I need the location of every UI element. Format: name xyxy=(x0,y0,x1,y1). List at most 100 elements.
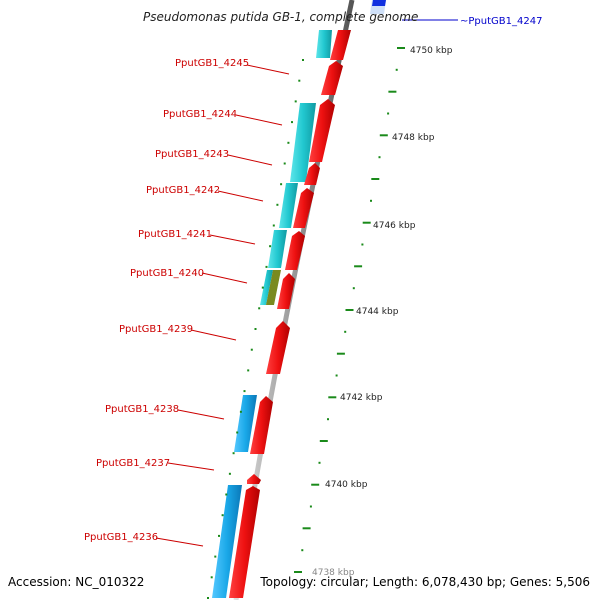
leader-line xyxy=(167,462,215,471)
gene-arrow xyxy=(321,61,343,95)
inner-tick xyxy=(243,390,246,393)
accession-text: Accession: NC_010322 xyxy=(8,575,144,589)
label-leaders xyxy=(155,19,458,547)
inner-tick xyxy=(225,493,228,496)
kbp-label: 4742 kbp xyxy=(340,393,383,403)
gene-arrow xyxy=(266,321,290,374)
inner-tick xyxy=(239,410,242,413)
inner-tick xyxy=(265,265,268,268)
inner-tick xyxy=(210,576,213,579)
forward-gene-track xyxy=(229,30,351,598)
leader-line xyxy=(246,64,290,75)
scale-tick xyxy=(378,156,381,159)
scale-tick xyxy=(379,134,388,137)
gene-arrow xyxy=(277,273,295,309)
gene-label[interactable]: PputGB1_4243 xyxy=(155,149,229,160)
scale-tick xyxy=(397,47,405,49)
scale-tick xyxy=(318,461,321,464)
scale-tick xyxy=(352,287,355,290)
gene-label[interactable]: ~PputGB1_4247 xyxy=(460,16,542,27)
map-title: Pseudomonas putida GB-1, complete genome xyxy=(143,10,418,24)
reverse-cds-block xyxy=(290,103,316,182)
gene-label[interactable]: PputGB1_4242 xyxy=(146,185,220,196)
inner-tick xyxy=(228,472,231,475)
gene-arrow-top-blue xyxy=(372,0,386,6)
gene-label[interactable]: PputGB1_4239 xyxy=(119,324,193,335)
gene-label[interactable]: PputGB1_4238 xyxy=(105,404,179,415)
gene-arrow xyxy=(293,188,314,228)
scale-tick xyxy=(327,418,329,421)
gene-arrow xyxy=(250,396,273,454)
reverse-cds-block xyxy=(279,183,298,228)
gene-arrow xyxy=(229,486,260,598)
scale-tick xyxy=(311,483,320,486)
reverse-cds-track xyxy=(212,30,332,598)
inner-tick xyxy=(302,59,304,61)
scale-tick xyxy=(328,396,337,399)
leader-line xyxy=(201,272,248,284)
inner-tick xyxy=(254,328,257,330)
reverse-cds-block-blue xyxy=(234,395,257,452)
kbp-label: 4740 kbp xyxy=(325,480,368,490)
scale-tick xyxy=(354,265,363,268)
reverse-cds-block xyxy=(260,270,273,305)
gene-arrow xyxy=(247,474,261,484)
scale-tick xyxy=(395,68,398,71)
scale-tick xyxy=(370,199,372,202)
scale-tick-track xyxy=(294,47,405,573)
inner-tick xyxy=(276,203,279,206)
inner-tick xyxy=(250,348,253,351)
scale-tick xyxy=(336,352,345,355)
inner-tick xyxy=(258,307,261,310)
gene-arrow xyxy=(309,99,335,162)
inner-tick xyxy=(236,431,239,434)
gene-label[interactable]: PputGB1_4241 xyxy=(138,229,212,240)
inner-tick xyxy=(214,555,217,558)
reverse-cds-block xyxy=(316,30,332,58)
scale-tick xyxy=(294,571,302,573)
scale-tick xyxy=(302,527,311,530)
gene-arrow xyxy=(285,231,305,270)
reverse-cds-block xyxy=(268,230,287,268)
inner-tick xyxy=(218,534,220,537)
inner-tick xyxy=(280,183,283,186)
reverse-cds-block-blue xyxy=(212,485,242,598)
reverse-cds-block-mixed xyxy=(266,270,281,305)
leader-line xyxy=(235,114,283,126)
scale-tick xyxy=(371,178,380,180)
inner-tick xyxy=(298,79,301,82)
leader-line xyxy=(209,234,256,245)
inner-tick xyxy=(232,452,235,455)
topology-text: Topology: circular; Length: 6,078,430 bp… xyxy=(259,575,590,589)
inner-tick xyxy=(247,369,250,372)
scale-tick xyxy=(335,374,338,377)
scale-tick xyxy=(345,309,354,311)
scale-tick xyxy=(387,112,390,115)
gene-label[interactable]: PputGB1_4240 xyxy=(130,268,204,279)
kbp-label: 4750 kbp xyxy=(410,46,453,56)
scale-tick xyxy=(361,243,364,246)
gene-label[interactable]: PputGB1_4237 xyxy=(96,458,170,469)
scale-tick xyxy=(388,90,397,93)
leader-line xyxy=(217,190,264,202)
gene-label[interactable]: PputGB1_4236 xyxy=(84,532,158,543)
kbp-label: 4748 kbp xyxy=(392,133,435,143)
inner-tick xyxy=(272,224,275,227)
inner-tick xyxy=(287,141,290,144)
scale-tick xyxy=(301,549,304,552)
scale-tick xyxy=(344,330,347,333)
inner-tick xyxy=(294,100,297,103)
gene-label[interactable]: PputGB1_4244 xyxy=(163,109,237,120)
inner-tick xyxy=(207,597,209,599)
inner-tick xyxy=(221,514,224,517)
scale-tick xyxy=(309,505,312,508)
leader-line xyxy=(190,329,237,341)
inner-tick xyxy=(291,121,293,124)
leader-line xyxy=(227,154,273,166)
inner-tick-track xyxy=(207,59,304,599)
gene-arrow xyxy=(304,163,320,185)
gene-label[interactable]: PputGB1_4245 xyxy=(175,58,249,69)
inner-tick xyxy=(283,162,286,165)
